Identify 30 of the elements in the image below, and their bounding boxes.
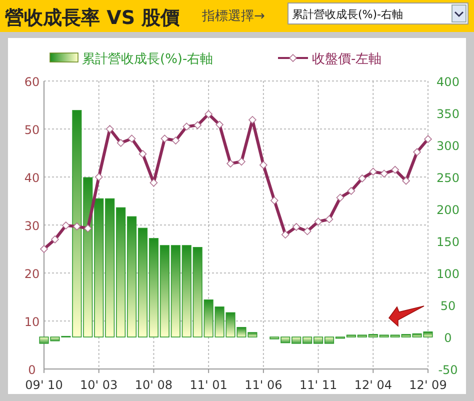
y-tick-label: 40 [24, 171, 40, 185]
x-tick-label: 09' 10 [25, 378, 63, 392]
legend-label: 收盤價-左軸 [312, 52, 382, 67]
y-tick-label: 50 [24, 123, 40, 137]
y2-tick-label: -50 [438, 363, 458, 377]
text: 累計營收成長(%)-右軸 [292, 8, 404, 21]
x-tick-label: 10' 08 [134, 378, 173, 392]
y2-tick-label: 0 [444, 331, 452, 345]
y2-tick-label: 200 [436, 203, 460, 217]
x-tick-label: 11' 06 [244, 378, 282, 392]
x-tick-label: 11' 01 [190, 378, 228, 392]
y-tick-label: 30 [24, 219, 40, 233]
y-tick-label: 60 [24, 75, 40, 89]
text: 指標選擇→ [201, 9, 265, 24]
y2-tick-label: 250 [436, 171, 460, 185]
x-tick-label: 12' 09 [409, 378, 447, 392]
legend-label: 累計營收成長(%)-右軸 [82, 52, 214, 67]
y-tick-label: 0 [28, 363, 36, 377]
y2-tick-label: 300 [436, 139, 460, 153]
x-tick-label: 12' 04 [354, 378, 392, 392]
y-tick-label: 10 [24, 315, 40, 329]
x-tick-label: 11' 11 [299, 378, 338, 392]
y2-tick-label: 400 [436, 75, 460, 89]
y2-tick-label: 100 [436, 267, 460, 281]
y-tick-label: 20 [24, 267, 40, 281]
y2-tick-label: 350 [436, 107, 460, 121]
y2-tick-label: 150 [436, 235, 460, 249]
y2-tick-label: 50 [440, 299, 456, 313]
chart-title: 營收成長率 VS 股價 [5, 7, 181, 29]
x-tick-label: 10' 03 [80, 378, 118, 392]
